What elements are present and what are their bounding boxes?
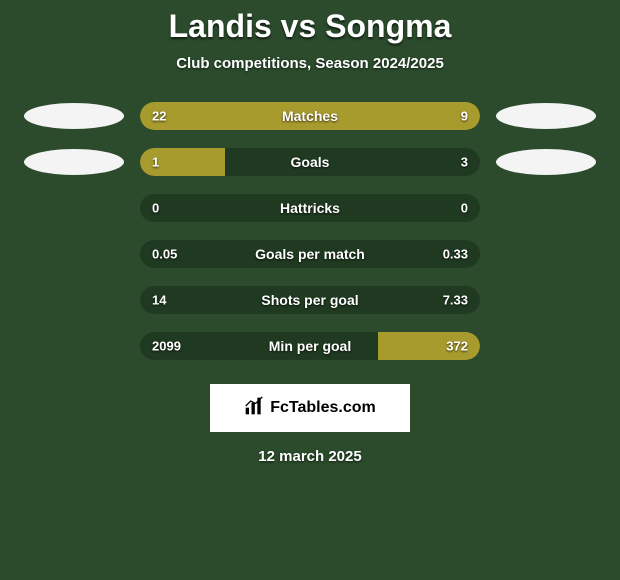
stat-value-right: 3 [461, 155, 468, 170]
avatar-placeholder [24, 333, 124, 359]
avatar-placeholder [496, 287, 596, 313]
player-left-name: Landis [169, 8, 272, 44]
stats-list: 22 9 Matches 1 3 Goals 0 0 Hattricks 0.05 0.33 Goal… [24, 102, 596, 378]
stat-value-left: 22 [152, 109, 166, 124]
stat-bar: 0.05 0.33 Goals per match [140, 240, 480, 268]
vs-text: vs [281, 8, 317, 44]
stat-value-left: 2099 [152, 339, 181, 354]
bar-chart-icon [244, 396, 264, 421]
stat-value-left: 0 [152, 201, 159, 216]
stat-label: Hattricks [280, 200, 340, 216]
player-right-name: Songma [325, 8, 451, 44]
stat-row: 1 3 Goals [24, 148, 596, 176]
player-left-avatar [24, 103, 124, 129]
branding-badge[interactable]: FcTables.com [210, 384, 410, 432]
stat-value-right: 7.33 [443, 293, 468, 308]
stat-row: 14 7.33 Shots per goal [24, 286, 596, 314]
stat-value-right: 0.33 [443, 247, 468, 262]
stat-value-left: 14 [152, 293, 166, 308]
stat-bar: 0 0 Hattricks [140, 194, 480, 222]
stat-value-right: 372 [446, 339, 468, 354]
avatar-placeholder [24, 287, 124, 313]
page-title: Landis vs Songma [169, 8, 452, 45]
stat-label: Shots per goal [261, 292, 358, 308]
stat-row: 2099 372 Min per goal [24, 332, 596, 360]
stat-label: Matches [282, 108, 338, 124]
stat-bar: 2099 372 Min per goal [140, 332, 480, 360]
stat-row: 0 0 Hattricks [24, 194, 596, 222]
stat-label: Min per goal [269, 338, 351, 354]
date-text: 12 march 2025 [258, 448, 361, 465]
avatar-placeholder [496, 333, 596, 359]
stat-value-left: 1 [152, 155, 159, 170]
stat-bar: 1 3 Goals [140, 148, 480, 176]
comparison-container: Landis vs Songma Club competitions, Seas… [0, 0, 620, 580]
player-right-avatar [496, 103, 596, 129]
player-left-avatar [24, 149, 124, 175]
avatar-placeholder [24, 195, 124, 221]
stat-value-right: 0 [461, 201, 468, 216]
stat-value-right: 9 [461, 109, 468, 124]
avatar-placeholder [496, 195, 596, 221]
stat-label: Goals per match [255, 246, 365, 262]
stat-value-left: 0.05 [152, 247, 177, 262]
player-right-avatar [496, 149, 596, 175]
stat-label: Goals [291, 154, 330, 170]
stat-bar-fill-left [140, 102, 381, 130]
avatar-placeholder [496, 241, 596, 267]
avatar-placeholder [24, 241, 124, 267]
stat-row: 22 9 Matches [24, 102, 596, 130]
stat-row: 0.05 0.33 Goals per match [24, 240, 596, 268]
stat-bar: 22 9 Matches [140, 102, 480, 130]
subtitle: Club competitions, Season 2024/2025 [176, 55, 444, 72]
branding-text: FcTables.com [270, 399, 376, 417]
stat-bar: 14 7.33 Shots per goal [140, 286, 480, 314]
